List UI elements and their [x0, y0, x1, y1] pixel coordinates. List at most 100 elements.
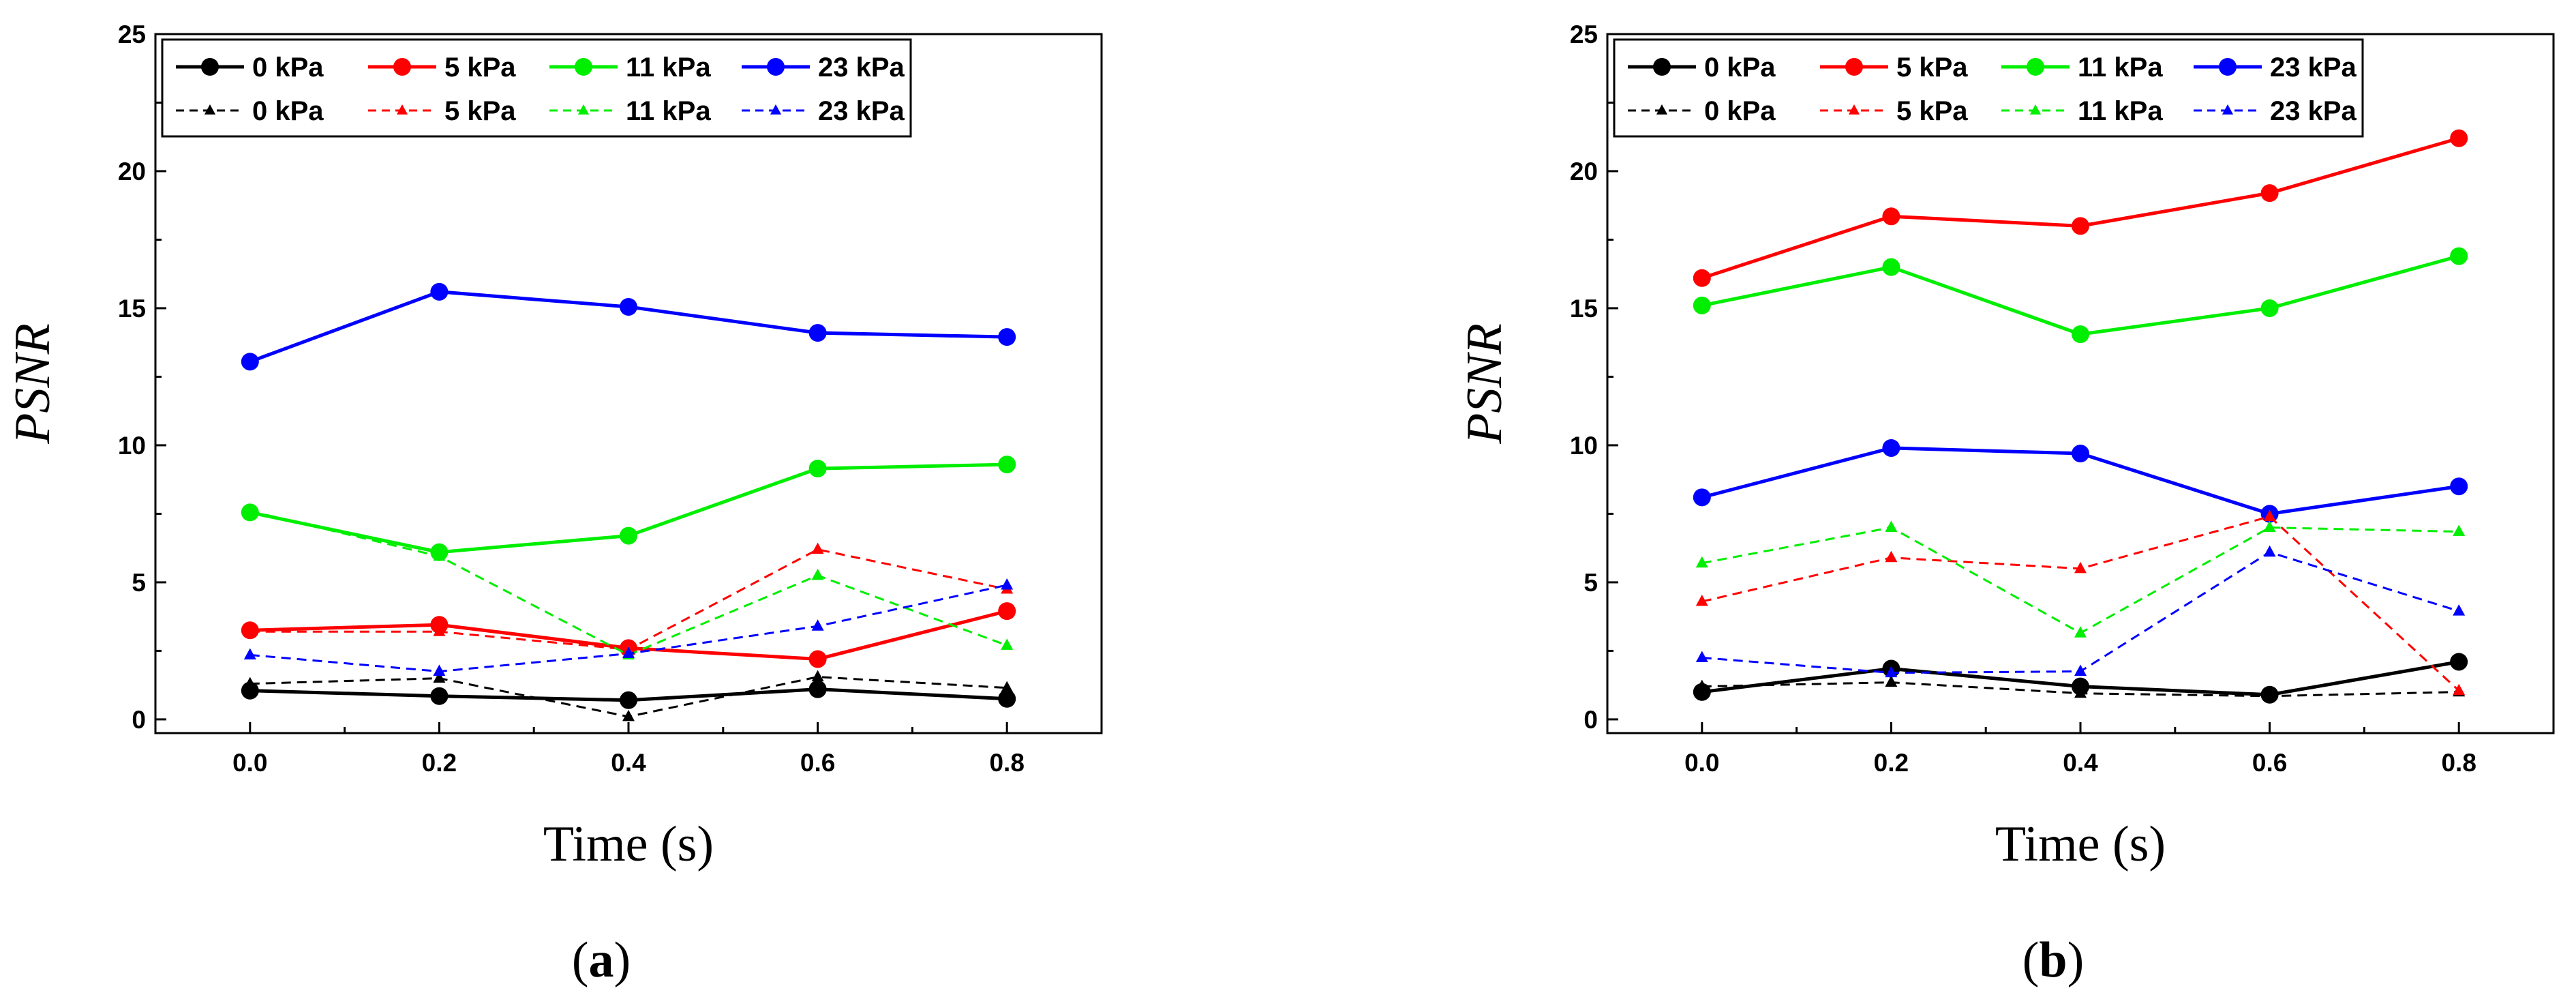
data-point-triangle — [1001, 578, 1014, 590]
data-point-triangle — [811, 542, 824, 554]
x-tick-label: 0.4 — [611, 749, 646, 777]
y-tick-label: 15 — [118, 295, 146, 323]
legend-item-0-kpa-dashed: 0 kPa — [176, 96, 324, 126]
y-axis-title: PSNR — [1457, 323, 1513, 445]
y-tick-label: 5 — [132, 569, 146, 597]
legend-label: 5 kPa — [1896, 96, 1968, 126]
data-point-circle — [620, 297, 637, 316]
legend-item-23-kpa-dashed: 23 kPa — [742, 96, 905, 126]
data-point-triangle — [2263, 520, 2276, 533]
data-point-triangle — [433, 625, 446, 636]
data-point-circle — [1693, 296, 1711, 314]
legend-item-0-kpa-solid: 0 kPa — [1628, 53, 1776, 83]
legend-swatch-circle — [201, 58, 219, 76]
data-point-triangle — [2074, 664, 2087, 676]
data-point-circle — [808, 460, 827, 478]
series-5-kpa-dashed — [1695, 509, 2466, 696]
y-tick-label: 0 — [132, 706, 146, 734]
data-point-circle — [2072, 445, 2089, 462]
panel-label-open: ( — [2022, 932, 2040, 988]
legend-swatch-triangle — [1656, 104, 1668, 115]
data-point-circle — [2450, 653, 2468, 671]
data-point-triangle — [2263, 545, 2276, 557]
series-line — [249, 548, 1007, 651]
legend-item-0-kpa-dashed: 0 kPa — [1628, 96, 1776, 126]
legend-swatch-circle — [1653, 58, 1671, 76]
series-0-kpa-solid — [241, 680, 1016, 709]
series-23-kpa-solid — [241, 282, 1016, 371]
data-point-circle — [1693, 269, 1711, 287]
data-point-triangle — [2453, 683, 2466, 696]
panel-label-close: ) — [614, 932, 631, 988]
legend-label: 23 kPa — [818, 96, 905, 126]
legend-label: 5 kPa — [1896, 53, 1968, 83]
legend-item-23-kpa-solid: 23 kPa — [2194, 53, 2357, 83]
legend-label: 0 kPa — [1704, 53, 1776, 83]
data-point-circle — [2450, 247, 2468, 265]
data-point-circle — [241, 353, 259, 371]
data-point-circle — [1693, 683, 1711, 701]
legend-swatch-circle — [2027, 58, 2044, 76]
series-11-kpa-solid — [1693, 247, 2468, 344]
data-point-circle — [2072, 217, 2089, 235]
legend-item-5-kpa-solid: 5 kPa — [1820, 53, 1968, 83]
legend-item-11-kpa-solid: 11 kPa — [549, 53, 711, 83]
series-5-kpa-solid — [1693, 129, 2468, 287]
y-tick-label: 20 — [1570, 158, 1598, 185]
data-point-triangle — [1695, 595, 1708, 606]
legend-swatch-circle — [767, 58, 785, 76]
panel-label: (a) — [572, 932, 631, 988]
legend-label: 11 kPa — [2078, 53, 2163, 83]
panel-label-letter: a — [589, 932, 614, 988]
x-tick-label: 0.0 — [1684, 749, 1719, 777]
data-point-circle — [2450, 477, 2468, 496]
series-23-kpa-dashed — [243, 578, 1014, 676]
series-line — [1701, 136, 2459, 280]
data-point-circle — [2450, 129, 2468, 147]
legend-swatch-triangle — [204, 104, 216, 115]
data-point-circle — [1882, 207, 1900, 226]
legend-swatch-triangle — [770, 104, 782, 115]
legend-label: 0 kPa — [252, 53, 324, 83]
series-11-kpa-solid — [241, 456, 1016, 561]
legend: 0 kPa 5 kPa 11 kPa 23 kPa 0 kPa 5 kPa 11 kPa 23… — [161, 38, 912, 138]
legend-swatch-circle — [2219, 58, 2237, 76]
data-point-circle — [620, 526, 637, 545]
legend-item-23-kpa-solid: 23 kPa — [742, 53, 905, 83]
y-tick-label: 25 — [1570, 20, 1598, 48]
data-point-triangle — [243, 648, 256, 659]
legend-item-11-kpa-dashed: 11 kPa — [549, 96, 711, 126]
legend-item-5-kpa-dashed: 5 kPa — [368, 96, 516, 126]
y-axis-title: PSNR — [5, 323, 61, 445]
data-point-triangle — [811, 568, 824, 580]
data-point-triangle — [2453, 604, 2466, 616]
data-point-triangle — [433, 664, 446, 676]
data-point-triangle — [1695, 679, 1708, 691]
data-point-triangle — [2074, 686, 2087, 698]
panel-a: 0 5 10 15 20 25 0.0 0.2 0.4 0.6 0.8 Time (s) PSNR 0 k… — [5, 20, 1103, 988]
data-point-triangle — [622, 709, 635, 721]
x-axis-title: Time (s) — [543, 816, 714, 872]
series-23-kpa-solid — [1693, 438, 2468, 523]
panel-label-open: ( — [572, 932, 589, 988]
data-point-triangle — [2074, 626, 2087, 638]
data-point-triangle — [2074, 561, 2087, 574]
x-tick-label: 0.0 — [232, 749, 267, 777]
x-tick-label: 0.8 — [2441, 749, 2476, 777]
x-tick-label: 0.6 — [2252, 749, 2287, 777]
legend-label: 23 kPa — [2270, 96, 2357, 126]
legend-label: 0 kPa — [1704, 96, 1776, 126]
legend-label: 11 kPa — [2078, 96, 2163, 126]
series-11-kpa-dashed — [1695, 520, 2466, 638]
data-point-circle — [430, 616, 449, 634]
legend-swatch-circle — [575, 58, 592, 76]
data-point-circle — [808, 680, 827, 698]
legend-swatch-circle — [393, 58, 411, 76]
data-point-triangle — [622, 646, 635, 658]
x-tick-label: 0.8 — [989, 749, 1024, 777]
x-axis-title: Time (s) — [1995, 816, 2166, 872]
data-point-circle — [998, 328, 1016, 346]
data-point-circle — [1693, 488, 1711, 507]
data-point-triangle — [1885, 550, 1898, 563]
legend-box — [1613, 38, 2364, 138]
